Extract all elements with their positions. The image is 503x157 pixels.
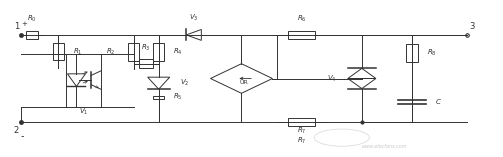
Text: 2: 2 (13, 126, 19, 135)
Text: $R_1$: $R_1$ (73, 47, 82, 57)
Text: $V_4$: $V_4$ (327, 73, 337, 84)
Bar (139, 60, 153, 68)
Text: $C$: $C$ (435, 97, 442, 106)
Text: 3: 3 (469, 22, 475, 31)
Bar (153, 43, 164, 61)
Text: +: + (21, 21, 27, 27)
Text: 1: 1 (14, 22, 20, 31)
Text: $R_5$: $R_5$ (173, 92, 183, 102)
Bar (128, 43, 139, 61)
Text: $R_2$: $R_2$ (106, 47, 116, 57)
Text: $R_8$: $R_8$ (427, 48, 436, 58)
Text: $R_7$: $R_7$ (297, 126, 306, 136)
Text: -: - (21, 131, 25, 141)
Bar (53, 43, 64, 60)
Bar (288, 118, 315, 126)
Text: $V_1$: $V_1$ (79, 107, 88, 117)
Bar (406, 44, 417, 62)
Bar (66, 54, 101, 106)
Bar (26, 31, 38, 39)
Text: www.elecfans.com: www.elecfans.com (362, 143, 407, 149)
Text: UR: UR (239, 80, 248, 85)
Bar (153, 96, 164, 99)
Text: $R_4$: $R_4$ (173, 47, 183, 57)
Text: $R_7$: $R_7$ (297, 136, 306, 146)
Text: $R_0$: $R_0$ (27, 14, 37, 24)
Text: $R_6$: $R_6$ (297, 14, 306, 24)
Text: $R_3$: $R_3$ (141, 43, 151, 53)
Text: $V_3$: $V_3$ (189, 13, 199, 23)
Text: $V_2$: $V_2$ (180, 78, 189, 88)
Bar (288, 31, 315, 39)
